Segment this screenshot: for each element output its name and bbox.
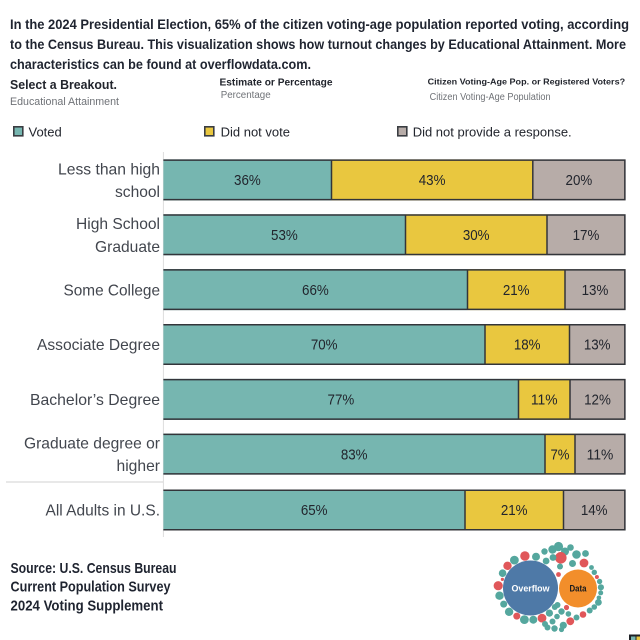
svg-text:21%: 21% <box>501 503 528 519</box>
svg-text:Percentage: Percentage <box>221 90 271 101</box>
svg-text:21%: 21% <box>503 283 530 299</box>
svg-text:17%: 17% <box>573 228 600 244</box>
svg-text:Current Population Survey: Current Population Survey <box>11 579 172 596</box>
svg-text:Data: Data <box>570 584 588 594</box>
svg-text:18%: 18% <box>514 338 541 354</box>
svg-text:43%: 43% <box>419 173 446 189</box>
svg-text:Voted: Voted <box>29 124 62 139</box>
svg-text:Graduate degree or: Graduate degree or <box>24 436 161 453</box>
svg-text:to the Census Bureau. This vis: to the Census Bureau. This visualization… <box>10 36 626 52</box>
svg-text:Some College: Some College <box>64 282 161 299</box>
svg-text:30%: 30% <box>463 228 490 244</box>
svg-text:Citizen Voting-Age Population: Citizen Voting-Age Population <box>430 92 551 103</box>
svg-text:Overflow: Overflow <box>512 584 551 594</box>
svg-text:Estimate or Percentage: Estimate or Percentage <box>220 76 333 88</box>
svg-text:Associate Degree: Associate Degree <box>37 337 160 354</box>
svg-text:13%: 13% <box>582 283 609 299</box>
svg-text:Did not provide a response.: Did not provide a response. <box>413 124 572 139</box>
svg-text:school: school <box>115 184 160 201</box>
svg-text:7%: 7% <box>551 447 570 463</box>
svg-text:13%: 13% <box>584 338 611 354</box>
svg-text:Bachelor’s Degree: Bachelor’s Degree <box>30 392 160 409</box>
svg-text:All Adults in U.S.: All Adults in U.S. <box>46 503 161 520</box>
svg-text:77%: 77% <box>328 393 355 409</box>
svg-text:characteristics can be found a: characteristics can be found at overflow… <box>10 56 311 72</box>
svg-text:70%: 70% <box>311 338 338 354</box>
svg-text:Did not vote: Did not vote <box>221 124 290 139</box>
svg-text:11%: 11% <box>587 447 614 463</box>
svg-text:11%: 11% <box>531 393 558 409</box>
svg-text:36%: 36% <box>234 173 261 189</box>
svg-text:66%: 66% <box>302 283 329 299</box>
svg-text:Source: U.S. Census Bureau: Source: U.S. Census Bureau <box>11 560 177 577</box>
svg-text:2024 Voting Supplement: 2024 Voting Supplement <box>11 597 164 614</box>
svg-text:higher: higher <box>117 458 161 475</box>
svg-text:In the 2024 Presidential Elect: In the 2024 Presidential Election, 65% o… <box>10 16 629 32</box>
svg-text:83%: 83% <box>341 447 368 463</box>
svg-text:Educational Attainment: Educational Attainment <box>10 96 119 108</box>
svg-text:Citizen Voting-Age Pop. or Reg: Citizen Voting-Age Pop. or Registered Vo… <box>428 77 625 87</box>
svg-text:High School: High School <box>76 216 160 233</box>
svg-text:20%: 20% <box>566 173 593 189</box>
svg-text:53%: 53% <box>271 228 298 244</box>
svg-text:65%: 65% <box>301 503 328 519</box>
svg-text:Graduate: Graduate <box>95 239 160 256</box>
svg-text:Select a Breakout.: Select a Breakout. <box>10 78 117 92</box>
svg-text:Less than high: Less than high <box>58 161 160 178</box>
svg-text:14%: 14% <box>581 503 608 519</box>
svg-text:12%: 12% <box>584 393 611 409</box>
